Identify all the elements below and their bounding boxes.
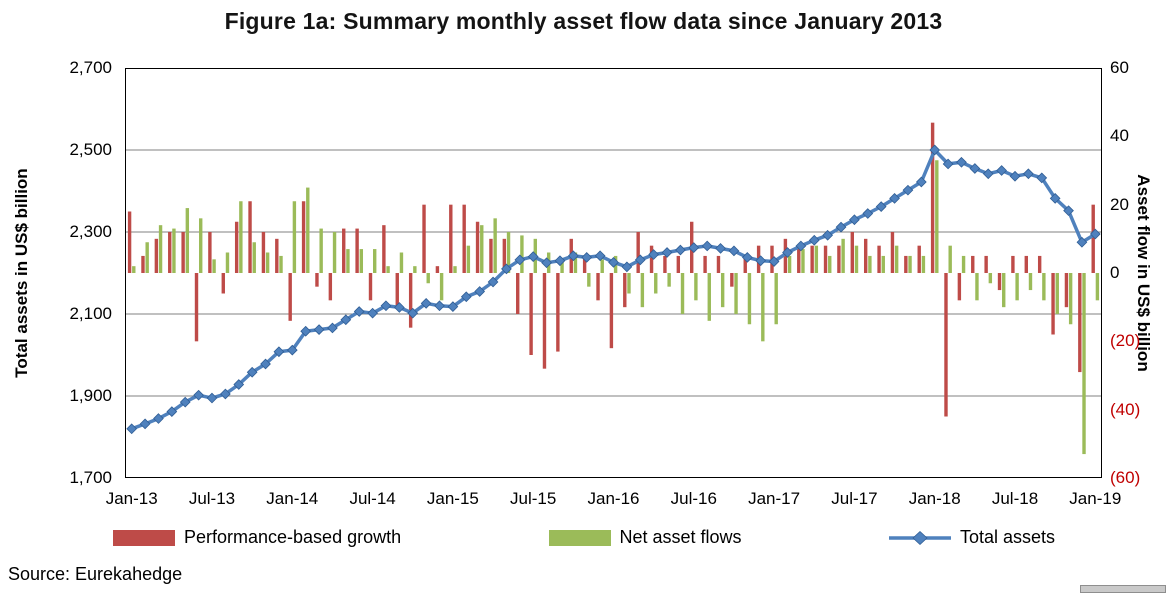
x-axis-tick: Jul-17 (831, 489, 878, 508)
x-axis-tick: Jan-17 (748, 489, 801, 508)
x-axis-tick: Jan-15 (426, 489, 479, 508)
left-axis-tick: 2,300 (69, 222, 112, 241)
x-axis-tick: Jan-18 (908, 489, 961, 508)
total-assets-line-marker-icon (888, 530, 951, 545)
x-axis-tick: Jan-16 (587, 489, 640, 508)
x-axis-tick: Jul-14 (349, 489, 396, 508)
legend-label-net-flows: Net asset flows (619, 527, 742, 547)
left-axis-tick: 1,900 (69, 386, 112, 405)
right-axis-tick: 20 (1110, 194, 1129, 214)
left-axis-tick: 1,700 (69, 468, 112, 487)
plot-area (125, 68, 1102, 478)
x-axis-tick: Jul-15 (510, 489, 557, 508)
x-axis-tick: Jul-18 (991, 489, 1039, 508)
x-axis-tick: Jan-13 (105, 489, 158, 508)
performance-growth-swatch (113, 529, 175, 546)
legend-label-performance: Performance-based growth (184, 527, 402, 547)
legend: Performance-based growth Net asset flows… (113, 527, 1055, 548)
x-axis-tick: Jan-14 (266, 489, 319, 508)
right-axis-tick: 60 (1110, 58, 1129, 77)
chart-title: Figure 1a: Summary monthly asset flow da… (224, 8, 943, 34)
x-axis-tick: Jul-16 (670, 489, 717, 508)
legend-item-total-assets: Total assets (888, 527, 1055, 548)
right-axis-tick: (20) (1110, 331, 1141, 351)
left-axis-tick: 2,100 (69, 304, 112, 323)
source-note: Source: Eurekahedge (8, 564, 183, 584)
legend-item-performance: Performance-based growth (113, 527, 401, 548)
net-asset-flows-swatch (548, 529, 611, 546)
scrollbar-fragment (1080, 585, 1166, 593)
right-axis-tick: (60) (1110, 468, 1141, 487)
left-axis-tick: 2,500 (69, 140, 112, 159)
x-axis-tick: Jul-13 (188, 489, 236, 508)
left-axis-title: Total assets in US$ billion (12, 168, 31, 378)
legend-label-total-assets: Total assets (959, 527, 1055, 547)
right-axis-tick: 0 (1110, 263, 1120, 282)
left-axis-tick: 2,700 (69, 58, 112, 77)
x-axis-tick: Jan-19 (1069, 489, 1122, 508)
right-axis-tick: (40) (1110, 399, 1141, 419)
legend-item-net-flows: Net asset flows (548, 527, 742, 548)
right-axis-tick: 40 (1110, 126, 1129, 146)
